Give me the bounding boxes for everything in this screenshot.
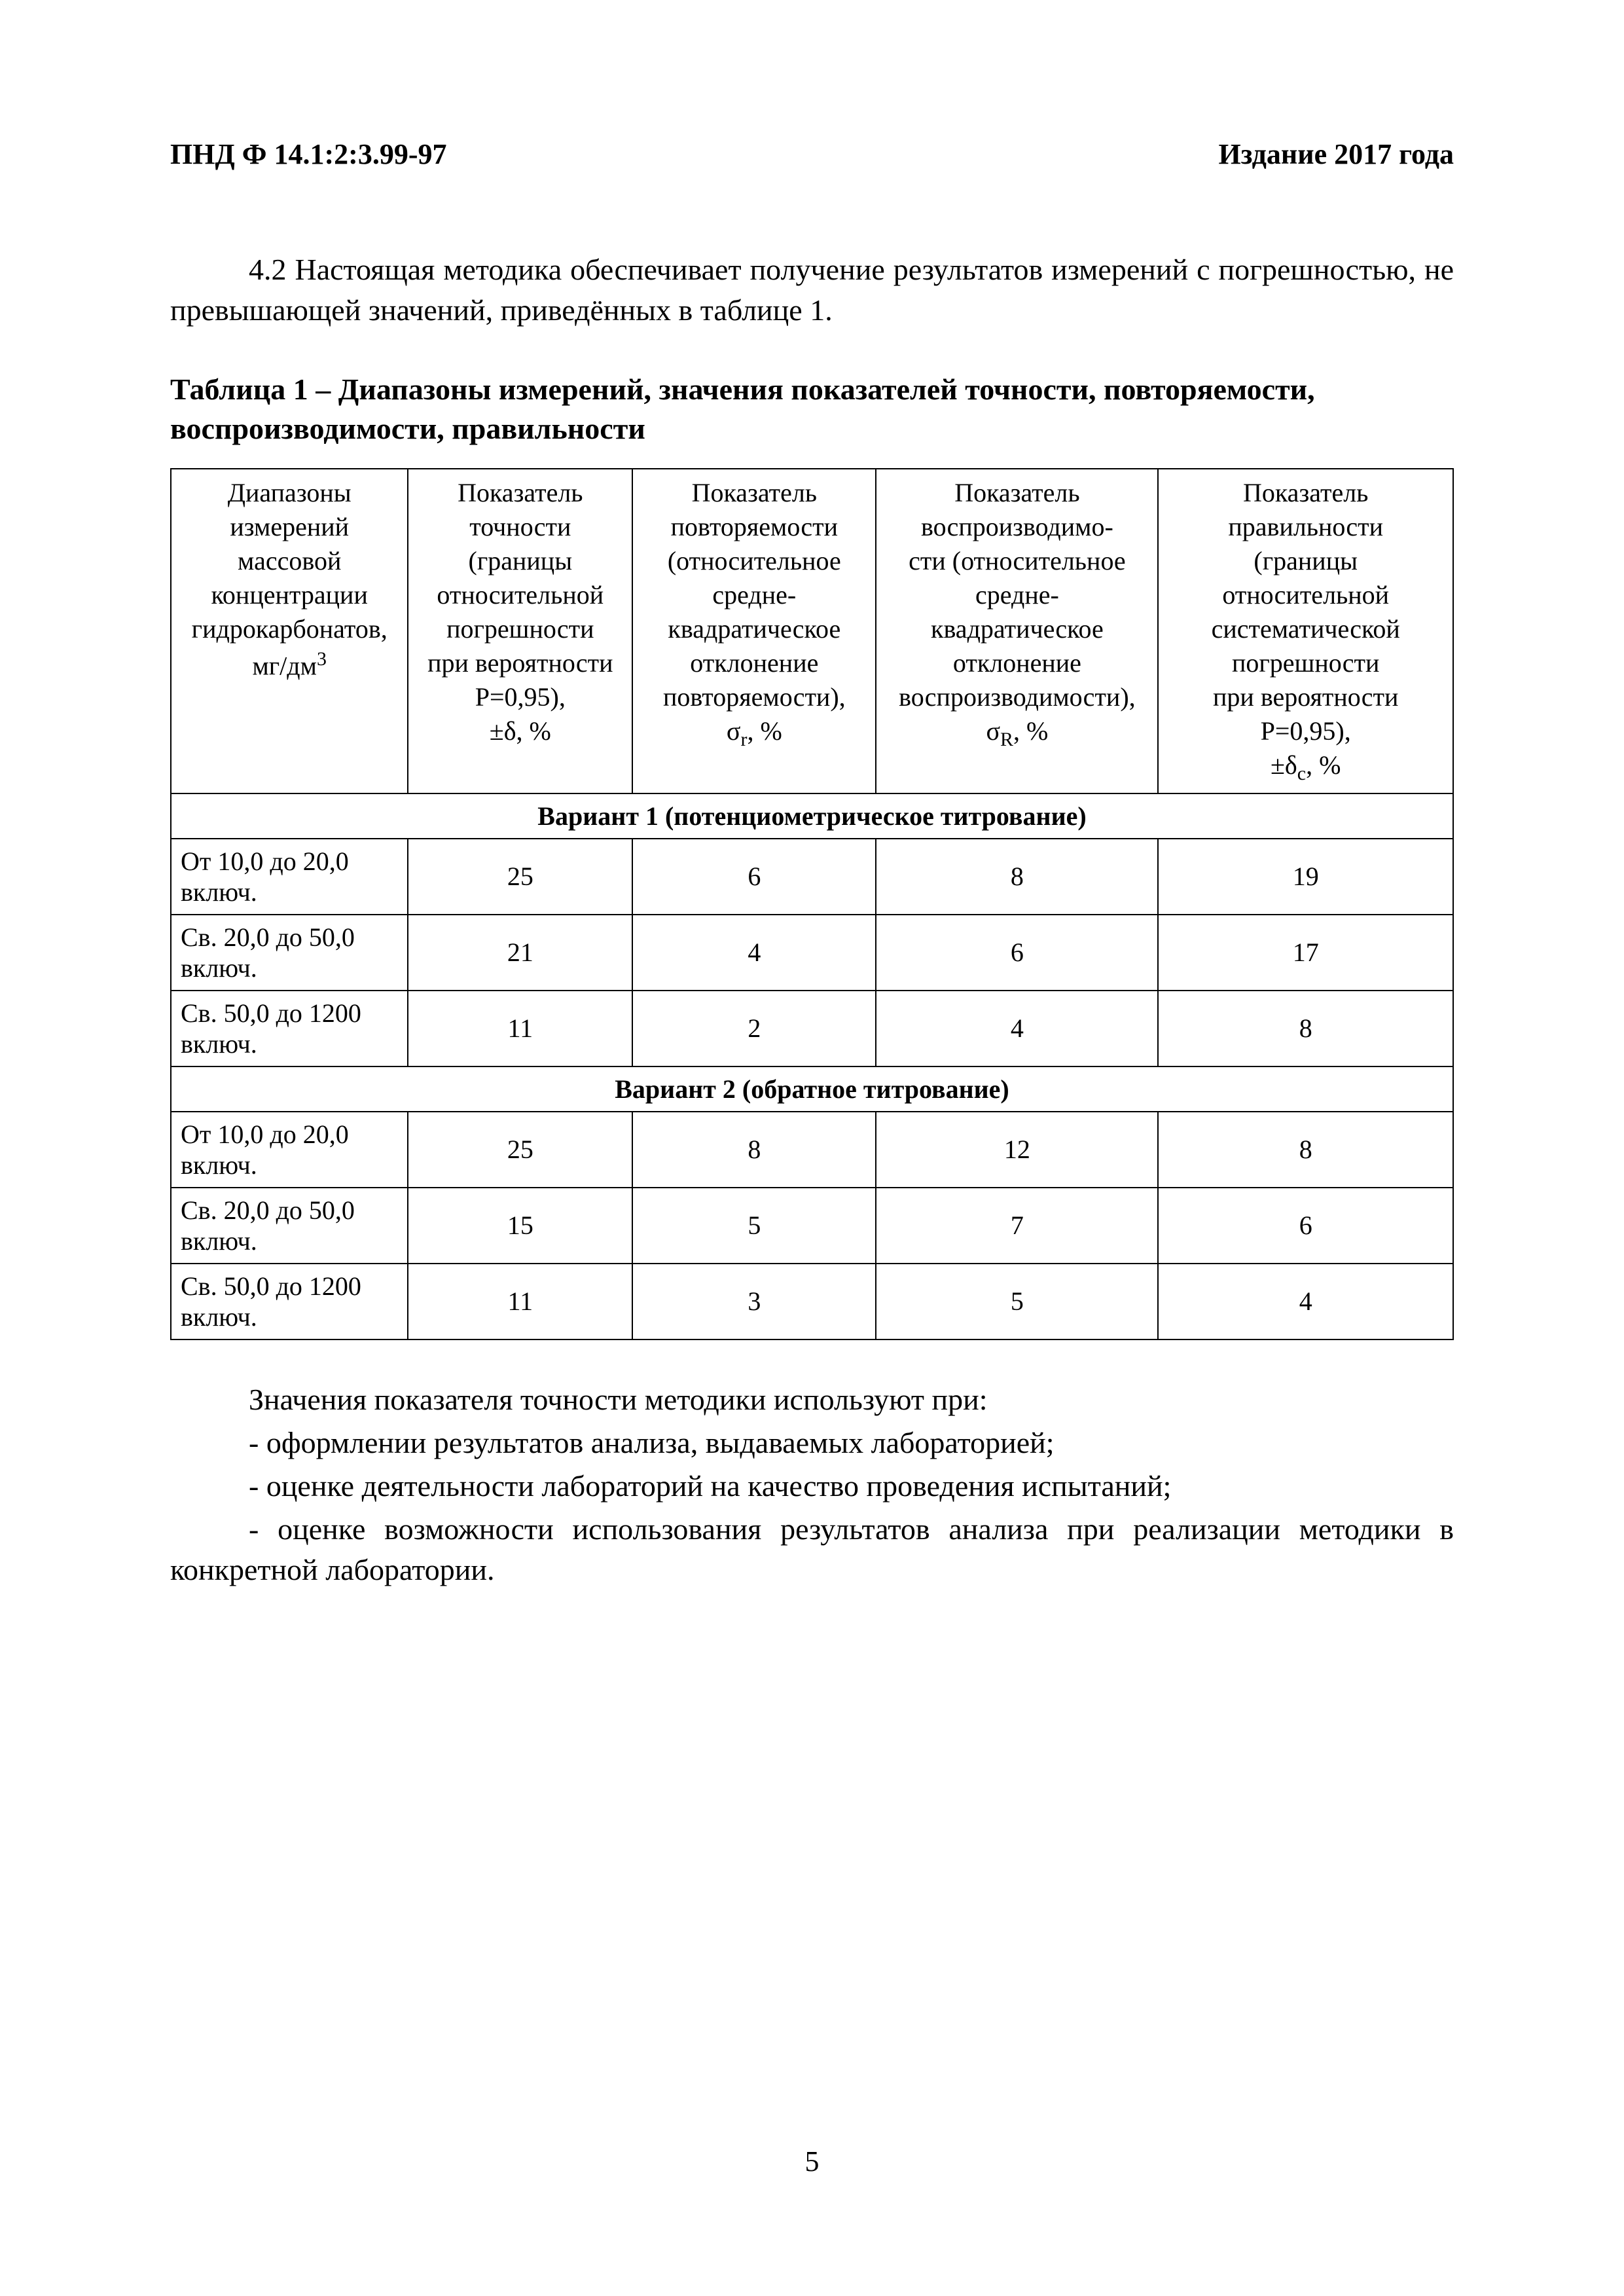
- cell-value: 3: [632, 1264, 876, 1339]
- cell-value: 8: [632, 1112, 876, 1188]
- post-item: - оформлении результатов анализа, выдава…: [170, 1423, 1454, 1463]
- cell-value: 8: [1158, 991, 1453, 1066]
- table-row: От 10,0 до 20,0 включ. 25 8 12 8: [171, 1112, 1453, 1188]
- cell-value: 4: [876, 991, 1158, 1066]
- cell-range: От 10,0 до 20,0 включ.: [171, 839, 408, 915]
- paragraph-4-2-text: 4.2 Настоящая методика обеспечивает полу…: [170, 253, 1454, 327]
- cell-value: 4: [1158, 1264, 1453, 1339]
- post-table-text: Значения показателя точности методики ис…: [170, 1379, 1454, 1590]
- table-row: Св. 20,0 до 50,0 включ. 15 5 7 6: [171, 1188, 1453, 1264]
- paragraph-4-2: 4.2 Настоящая методика обеспечивает полу…: [170, 249, 1454, 331]
- cell-value: 12: [876, 1112, 1158, 1188]
- table-1-caption: Таблица 1 – Диапазоны измерений, значени…: [170, 370, 1454, 448]
- cell-range: Св. 20,0 до 50,0 включ.: [171, 915, 408, 991]
- cell-value: 8: [876, 839, 1158, 915]
- col-header: Показательправильности(границыотноситель…: [1158, 469, 1453, 793]
- cell-value: 5: [876, 1264, 1158, 1339]
- document-page: ПНД Ф 14.1:2:3.99-97 Издание 2017 года 4…: [0, 0, 1624, 2296]
- table-header-row: Диапазоныизмерениймассовойконцентрацииги…: [171, 469, 1453, 793]
- table-row: Св. 50,0 до 1200 включ. 11 3 5 4: [171, 1264, 1453, 1339]
- cell-value: 17: [1158, 915, 1453, 991]
- cell-value: 6: [1158, 1188, 1453, 1264]
- edition-year: Издание 2017 года: [1219, 137, 1454, 171]
- col-header: Показательточности(границыотносительнойп…: [408, 469, 632, 793]
- post-item: - оценке деятельности лабораторий на кач…: [170, 1466, 1454, 1506]
- cell-value: 8: [1158, 1112, 1453, 1188]
- cell-value: 19: [1158, 839, 1453, 915]
- cell-range: Св. 50,0 до 1200 включ.: [171, 1264, 408, 1339]
- cell-range: От 10,0 до 20,0 включ.: [171, 1112, 408, 1188]
- col-header: Диапазоныизмерениймассовойконцентрацииги…: [171, 469, 408, 793]
- cell-value: 15: [408, 1188, 632, 1264]
- col-header: Показательповторяемости(относительноесре…: [632, 469, 876, 793]
- cell-value: 25: [408, 1112, 632, 1188]
- table-row: Св. 50,0 до 1200 включ. 11 2 4 8: [171, 991, 1453, 1066]
- cell-range: Св. 50,0 до 1200 включ.: [171, 991, 408, 1066]
- post-item: - оценке возможности использования резул…: [170, 1509, 1454, 1590]
- table-1: Диапазоныизмерениймассовойконцентрацииги…: [170, 468, 1454, 1340]
- table-row: Св. 20,0 до 50,0 включ. 21 4 6 17: [171, 915, 1453, 991]
- section-title: Вариант 1 (потенциометрическое титровани…: [171, 793, 1453, 839]
- col-header: Показательвоспроизводимо-сти (относитель…: [876, 469, 1158, 793]
- cell-value: 11: [408, 1264, 632, 1339]
- doc-code: ПНД Ф 14.1:2:3.99-97: [170, 137, 446, 171]
- cell-value: 5: [632, 1188, 876, 1264]
- table-section-row: Вариант 1 (потенциометрическое титровани…: [171, 793, 1453, 839]
- cell-range: Св. 20,0 до 50,0 включ.: [171, 1188, 408, 1264]
- cell-value: 11: [408, 991, 632, 1066]
- page-number: 5: [0, 2145, 1624, 2178]
- cell-value: 2: [632, 991, 876, 1066]
- table-body: Вариант 1 (потенциометрическое титровани…: [171, 793, 1453, 1339]
- cell-value: 6: [632, 839, 876, 915]
- cell-value: 4: [632, 915, 876, 991]
- cell-value: 7: [876, 1188, 1158, 1264]
- section-title: Вариант 2 (обратное титрование): [171, 1066, 1453, 1112]
- table-section-row: Вариант 2 (обратное титрование): [171, 1066, 1453, 1112]
- post-lead: Значения показателя точности методики ис…: [170, 1379, 1454, 1420]
- page-header: ПНД Ф 14.1:2:3.99-97 Издание 2017 года: [170, 137, 1454, 171]
- table-row: От 10,0 до 20,0 включ. 25 6 8 19: [171, 839, 1453, 915]
- cell-value: 21: [408, 915, 632, 991]
- cell-value: 25: [408, 839, 632, 915]
- cell-value: 6: [876, 915, 1158, 991]
- table-head: Диапазоныизмерениймассовойконцентрацииги…: [171, 469, 1453, 793]
